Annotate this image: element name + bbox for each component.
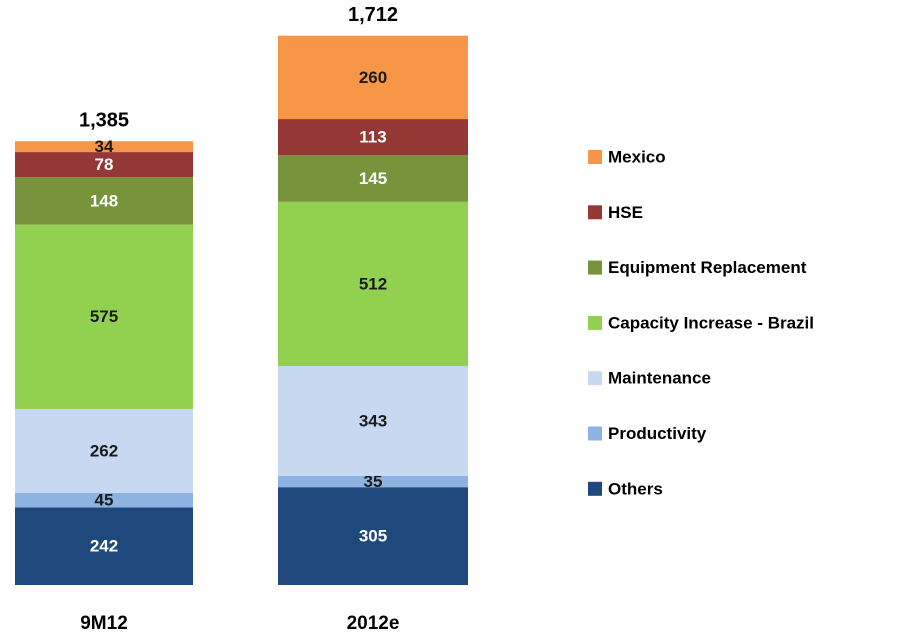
bar-segment <box>278 365 468 476</box>
x-tick-label: 9M12 <box>80 613 128 634</box>
legend-swatch <box>588 260 602 275</box>
bar-segment <box>278 201 468 366</box>
data-label: 35 <box>364 472 383 491</box>
bar-segment <box>15 492 193 508</box>
legend-swatch <box>588 315 602 330</box>
data-label: 148 <box>90 191 118 210</box>
legend-label: Productivity <box>608 424 707 443</box>
data-label: 343 <box>359 411 387 430</box>
bar-segment <box>15 408 193 493</box>
legend-swatch <box>588 150 602 164</box>
bar-segment <box>15 224 193 409</box>
data-label: 45 <box>95 491 114 510</box>
legend-label: HSE <box>608 203 643 222</box>
data-label: 34 <box>95 137 114 156</box>
x-tick-label: 2012e <box>347 613 400 634</box>
bar-segment <box>278 35 468 120</box>
legend-swatch <box>588 481 602 496</box>
bar-segment <box>15 507 193 585</box>
data-label: 145 <box>359 169 387 188</box>
data-label: 262 <box>90 441 118 460</box>
legend-swatch <box>588 205 602 220</box>
data-label: 305 <box>359 527 387 546</box>
data-label: 78 <box>95 155 114 174</box>
bar-segment <box>15 177 193 225</box>
total-label: 1,385 <box>79 109 129 131</box>
total-label: 1,712 <box>348 4 398 26</box>
bar-segment <box>15 152 193 178</box>
data-label: 242 <box>90 537 118 556</box>
bar-segment <box>15 141 193 153</box>
legend-label: Capacity Increase - Brazil <box>608 313 814 332</box>
bar-segment <box>278 119 468 156</box>
legend-label: Equipment Replacement <box>608 258 807 277</box>
data-label: 113 <box>359 128 386 147</box>
bar-segment <box>278 475 468 488</box>
bar-segment <box>278 487 468 585</box>
legend-label: Others <box>608 479 663 498</box>
legend-swatch <box>588 426 602 441</box>
data-label: 260 <box>359 68 387 87</box>
bar-segment <box>278 155 468 202</box>
data-label: 512 <box>359 274 387 293</box>
legend-label: Maintenance <box>608 369 711 388</box>
legend-swatch <box>588 371 602 386</box>
data-label: 575 <box>90 307 118 326</box>
legend-label: Mexico <box>608 147 666 166</box>
